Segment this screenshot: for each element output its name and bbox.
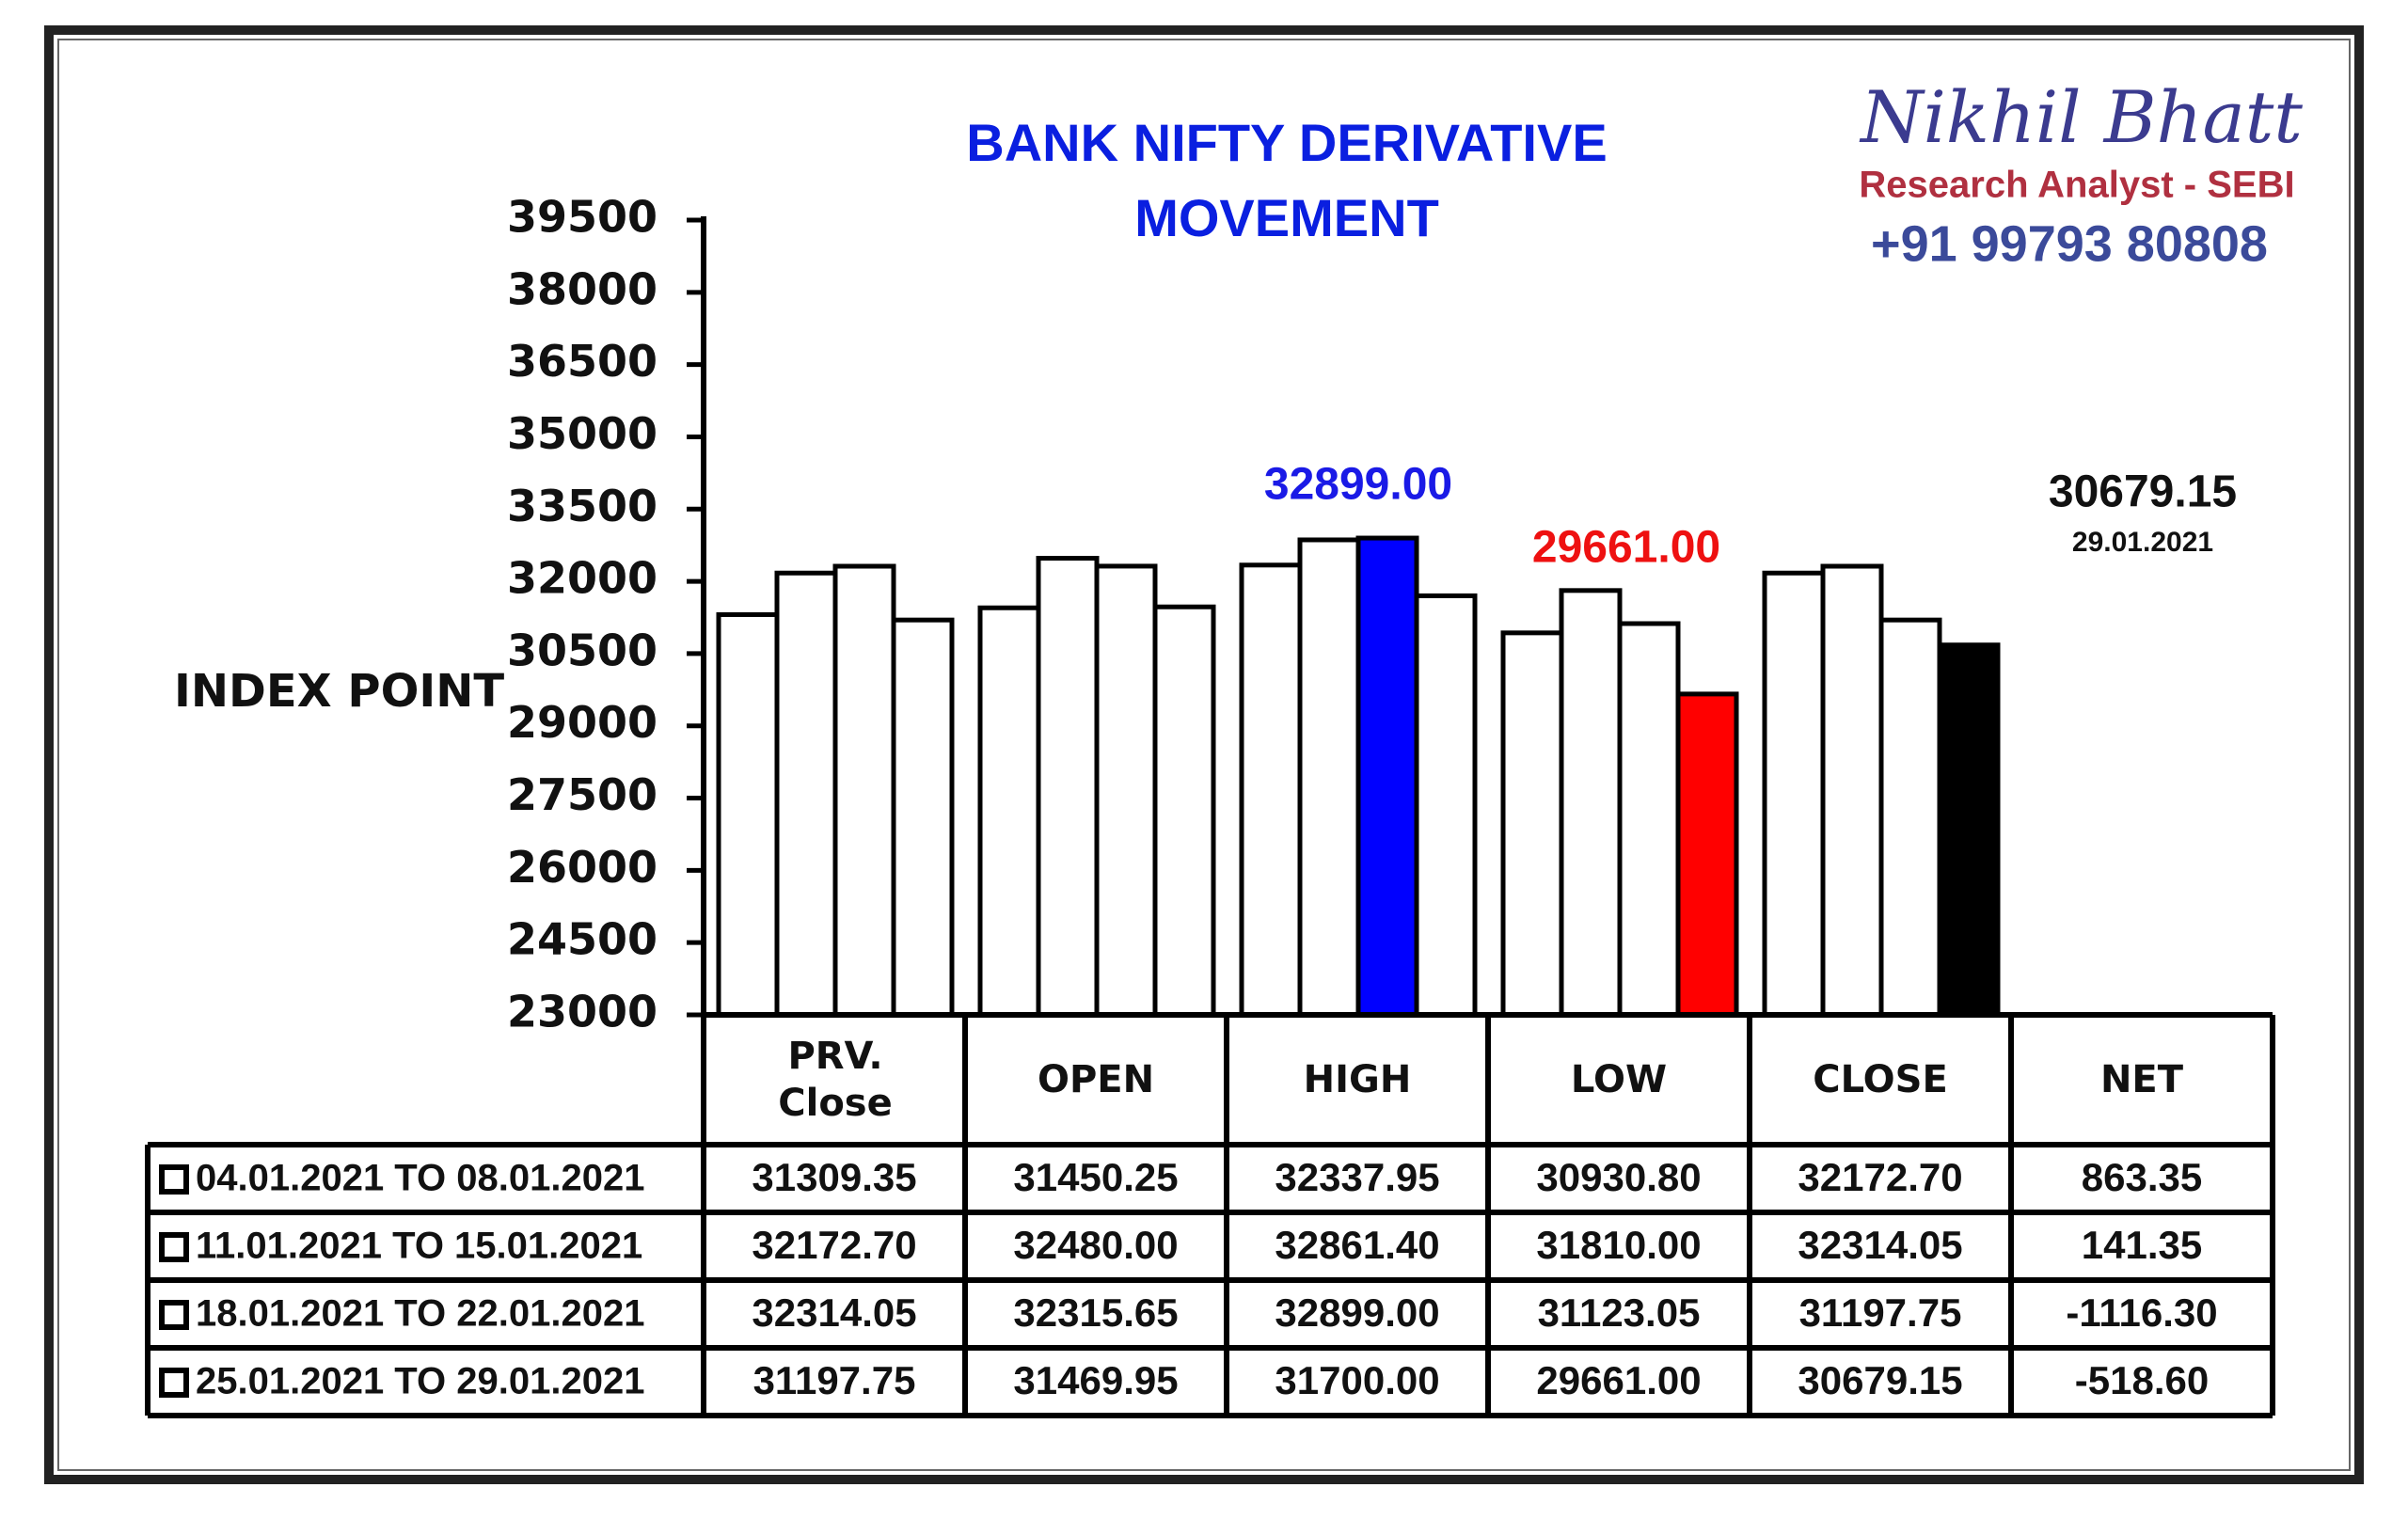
- bar: [716, 611, 780, 1018]
- bar: [1762, 570, 1826, 1018]
- bar: [1559, 588, 1623, 1018]
- bar: [1675, 691, 1739, 1018]
- table-cell: 31309.35: [752, 1155, 916, 1199]
- table-cell: -518.60: [2075, 1358, 2209, 1402]
- bar: [1937, 642, 2001, 1018]
- table-cell: 863.35: [2082, 1155, 2202, 1199]
- table-cell: 32480.00: [1013, 1223, 1178, 1267]
- table-header: OPEN: [1038, 1058, 1154, 1101]
- table-cell: 32861.40: [1275, 1223, 1439, 1267]
- table-cell: 29661.00: [1536, 1358, 1701, 1402]
- table-header: NET: [2100, 1058, 2184, 1101]
- bar: [1820, 563, 1884, 1018]
- bar: [774, 570, 838, 1018]
- table-cell: 32172.70: [752, 1223, 916, 1267]
- brand-phone: +91 99793 80808: [1871, 215, 2268, 272]
- bar: [1297, 537, 1361, 1018]
- bar: [1094, 563, 1158, 1018]
- table-cell: 30930.80: [1536, 1155, 1701, 1199]
- y-tick-label: 38000: [507, 263, 657, 314]
- table-header: CLOSE: [1813, 1058, 1948, 1101]
- outer-frame: [44, 25, 2364, 1484]
- table-cell: 31450.25: [1013, 1155, 1178, 1199]
- y-tick-label: 33500: [507, 481, 657, 531]
- legend-marker: [159, 1368, 189, 1398]
- bar: [1414, 593, 1478, 1018]
- y-tick-label: 29000: [507, 697, 657, 748]
- bar: [1355, 535, 1419, 1018]
- table-cell: 30679.15: [1798, 1358, 1962, 1402]
- y-tick-label: 24500: [507, 914, 657, 965]
- table-cell: 31197.75: [1799, 1290, 1962, 1335]
- bar: [1239, 562, 1303, 1018]
- table-header: LOW: [1571, 1058, 1667, 1101]
- y-tick-label: 27500: [507, 769, 657, 820]
- bar: [1500, 630, 1564, 1018]
- table-cell: -1116.30: [2066, 1290, 2217, 1335]
- inner-frame: [57, 39, 2351, 1471]
- table-header: HIGH: [1304, 1058, 1412, 1101]
- bar: [1152, 604, 1216, 1018]
- y-tick-label: 26000: [507, 842, 657, 893]
- legend-marker: [159, 1300, 189, 1330]
- y-tick-label: 39500: [507, 192, 657, 243]
- table-header: PRV. Close: [778, 1035, 893, 1125]
- brand-role: Research Analyst - SEBI: [1859, 165, 2294, 206]
- table-cell: 32315.65: [1013, 1290, 1178, 1335]
- table-cell: 32172.70: [1798, 1155, 1962, 1199]
- legend-marker: [159, 1164, 189, 1195]
- table-cell: 31197.75: [753, 1358, 916, 1402]
- y-tick-label: 36500: [507, 336, 657, 387]
- table-cell: 31123.05: [1538, 1290, 1701, 1335]
- legend-label: 04.01.2021 TO 08.01.2021: [196, 1158, 644, 1199]
- y-tick-label: 30500: [507, 625, 657, 675]
- legend-label: 11.01.2021 TO 15.01.2021: [196, 1226, 642, 1267]
- annotation: 30679.15: [2049, 467, 2237, 517]
- bar: [832, 563, 896, 1018]
- table-cell: 31469.95: [1013, 1358, 1178, 1402]
- annotation: 29661.00: [1532, 523, 1720, 573]
- annotation: 32899.00: [1264, 460, 1452, 510]
- table-cell: 31700.00: [1275, 1358, 1439, 1402]
- bar: [1878, 617, 1942, 1018]
- legend-label: 25.01.2021 TO 29.01.2021: [196, 1361, 644, 1402]
- legend-label: 18.01.2021 TO 22.01.2021: [196, 1293, 644, 1335]
- table-cell: 141.35: [2082, 1223, 2202, 1267]
- table-cell: 31810.00: [1536, 1223, 1701, 1267]
- bar: [1617, 621, 1681, 1018]
- legend-marker: [159, 1232, 189, 1262]
- annotation: 29.01.2021: [2072, 527, 2213, 558]
- y-tick-label: 23000: [507, 987, 657, 1037]
- chart-title: BANK NIFTY DERIVATIVE MOVEMENT: [966, 113, 1608, 247]
- y-tick-label: 32000: [507, 553, 657, 604]
- table-cell: 32337.95: [1275, 1155, 1439, 1199]
- bar: [891, 617, 955, 1018]
- table-cell: 32314.05: [1798, 1223, 1962, 1267]
- brand-name: Nikhil Bhatt: [1859, 75, 2303, 159]
- table-cell: 32899.00: [1275, 1290, 1439, 1335]
- table-cell: 32314.05: [752, 1290, 916, 1335]
- bar: [977, 605, 1041, 1018]
- bar: [1036, 556, 1100, 1018]
- y-tick-label: 35000: [507, 408, 657, 459]
- y-axis-label: INDEX POINT: [174, 665, 504, 718]
